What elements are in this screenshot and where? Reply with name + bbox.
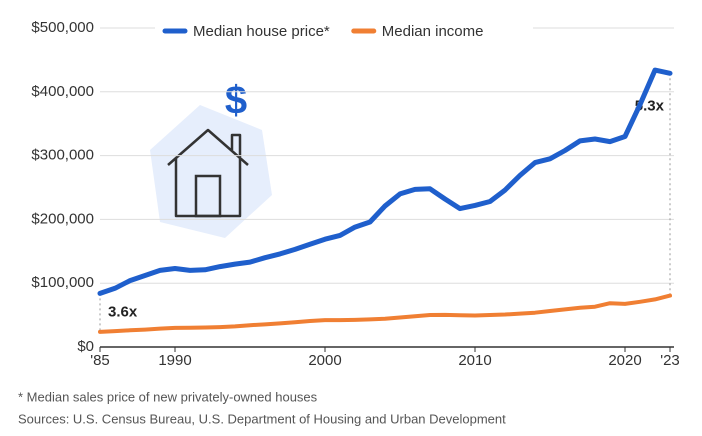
source: Sources: U.S. Census Bureau, U.S. Depart… [18, 411, 506, 426]
annotation: 3.6x [108, 304, 138, 321]
legend-label: Median house price* [193, 23, 330, 40]
y-tick-label: $100,000 [31, 274, 94, 291]
y-tick-label: $500,000 [31, 19, 94, 36]
y-tick-label: $300,000 [31, 147, 94, 164]
x-tick-label: '85 [90, 352, 110, 369]
x-tick-label: '23 [660, 352, 680, 369]
legend: Median house price* Median income [155, 16, 533, 46]
footnote: * Median sales price of new privately-ow… [18, 389, 318, 404]
svg-text:$: $ [225, 79, 247, 123]
series-line [97, 67, 673, 296]
x-tick-label: 2000 [308, 352, 341, 369]
y-tick-label: $0 [77, 338, 94, 355]
y-tick-label: $400,000 [31, 83, 94, 100]
legend-background [155, 16, 533, 46]
y-tick-label: $200,000 [31, 210, 94, 227]
x-tick-label: 1990 [158, 352, 191, 369]
legend-label: Median income [382, 23, 484, 40]
x-tick-label: 2010 [458, 352, 491, 369]
house-icon: $ [150, 79, 272, 238]
x-tick-label: 2020 [608, 352, 641, 369]
series-line [98, 293, 672, 334]
